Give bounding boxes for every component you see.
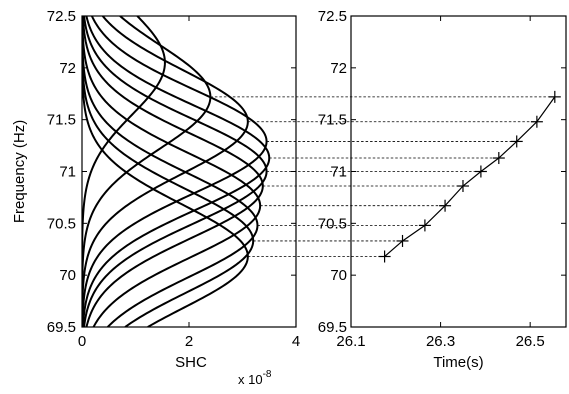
shc-curve [82,16,271,327]
data-point-marker [510,135,523,148]
y-tick-label: 71.5 [318,112,347,129]
x-axis-exponent-base: x 10 [238,372,263,387]
y-tick-label: 70.5 [318,215,347,232]
y-tick-label: 72.5 [318,8,347,25]
data-point-marker [396,234,409,247]
data-point-marker [418,219,431,232]
x-tick-label: 2 [185,333,193,350]
data-point-marker [530,115,543,128]
y-tick-label: 69.5 [47,319,76,336]
series-line [384,96,556,257]
data-point-marker [548,90,561,103]
right-ticks: 69.5 70 70.5 71 71.5 72 72.5 26.1 26.3 26.5 [318,8,566,350]
right-axes-frame [350,15,567,328]
y-tick-label: 72 [59,60,76,77]
shc-curve [82,16,262,327]
time-frequency-panel: 69.5 70 70.5 71 71.5 72 72.5 26.1 26.3 26.5 Time(… [318,8,567,371]
y-tick-label: 70.5 [47,215,76,232]
y-tick-label: 70 [59,267,76,284]
y-axis-label-frequency: Frequency (Hz) [11,120,28,223]
x-tick-label: 0 [78,333,86,350]
x-tick-label: 26.1 [336,333,365,350]
y-tick-label: 71.5 [47,112,76,129]
shc-frequency-panel: 69.5 70 70.5 71 71.5 72 72.5 0 2 4 SHC Frequency … [11,8,300,387]
shc-curve [82,16,268,327]
y-tick-label: 71 [330,164,347,181]
data-point-marker [439,199,452,212]
data-point-marker [456,180,469,193]
x-axis-label-shc: SHC [175,354,207,371]
y-tick-label: 69.5 [318,319,347,336]
x-axis-label-time: Time(s) [433,354,483,371]
dashed-guide-lines [210,96,555,257]
time-frequency-series [378,90,561,263]
x-tick-label: 26.3 [426,333,455,350]
left-ticks: 69.5 70 70.5 71 71.5 72 72.5 0 2 4 [47,8,300,350]
y-tick-label: 72.5 [47,8,76,25]
x-tick-label: 26.5 [516,333,545,350]
data-point-marker [378,250,391,263]
x-tick-label: 4 [292,333,300,350]
shc-curve [82,16,264,327]
x-axis-exponent: x 10-8 [238,369,272,387]
y-tick-label: 71 [59,164,76,181]
x-axis-exponent-power: -8 [263,369,272,380]
y-tick-label: 72 [330,60,347,77]
data-point-marker [492,152,505,165]
shc-curves [82,16,271,327]
y-tick-label: 70 [330,267,347,284]
data-point-marker [474,165,487,178]
